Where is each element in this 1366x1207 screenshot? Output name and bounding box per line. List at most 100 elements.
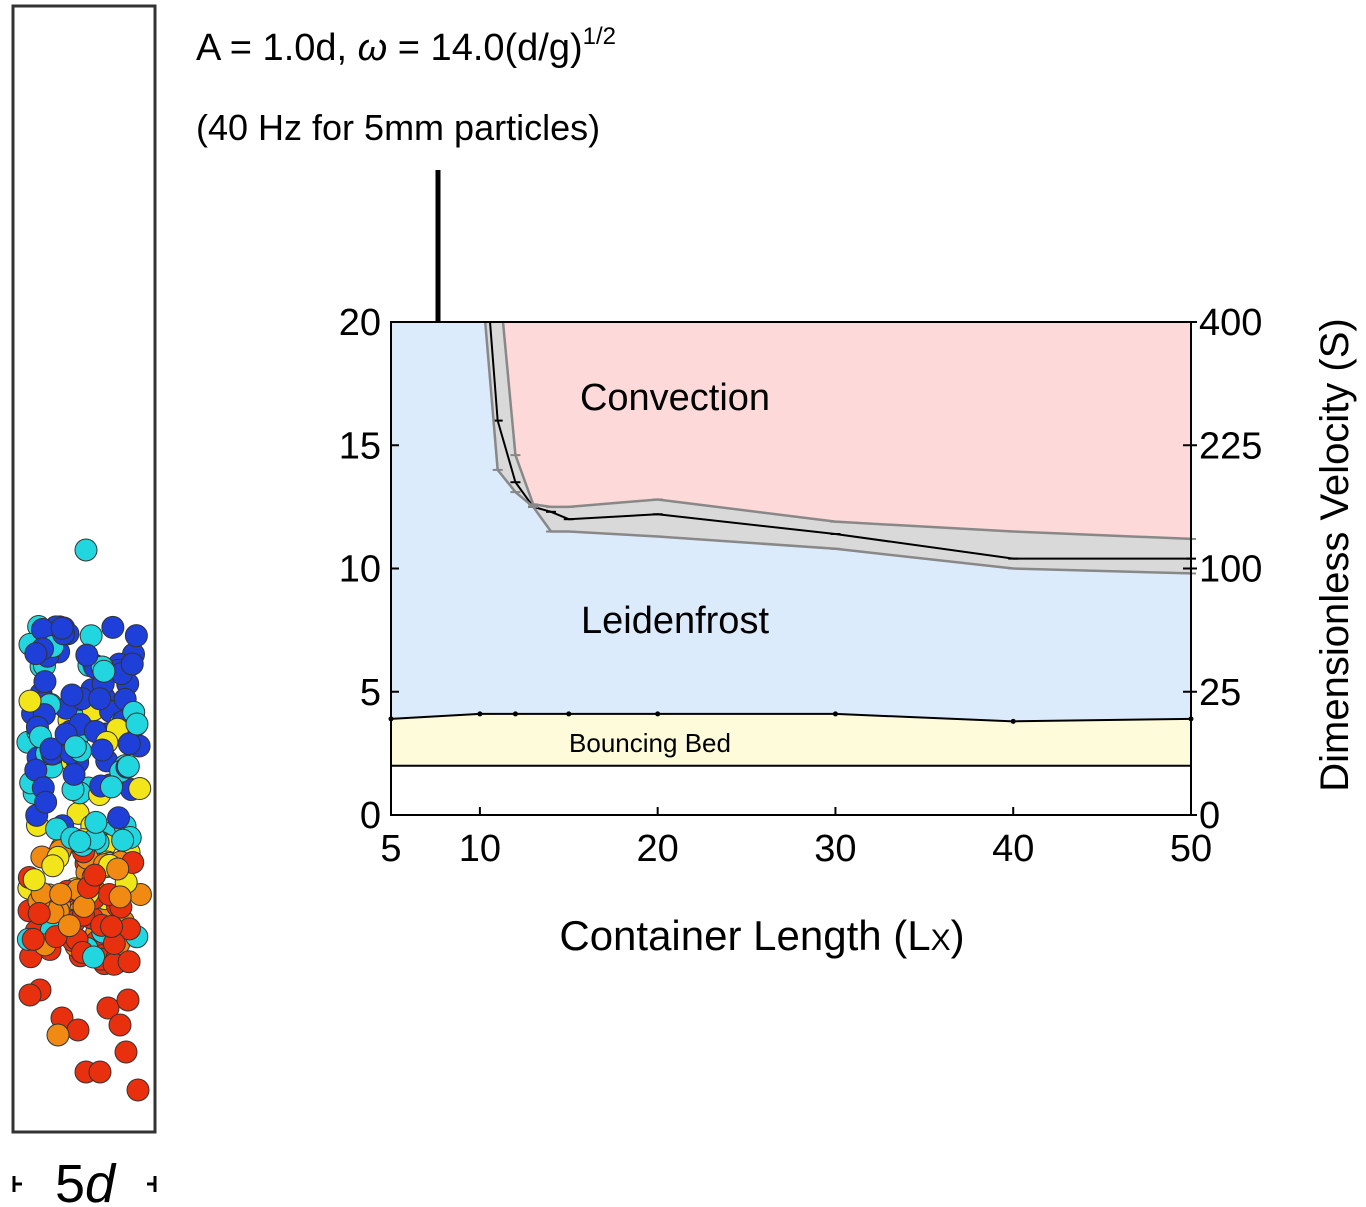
particle <box>21 927 45 951</box>
particle <box>46 1023 70 1047</box>
title-part: ω <box>358 27 388 69</box>
particle <box>22 868 46 892</box>
particle <box>117 950 141 974</box>
point <box>1010 718 1016 724</box>
y-tick-label: 15 <box>339 425 381 467</box>
particle <box>49 882 73 906</box>
particle <box>34 790 58 814</box>
scale-bracket <box>12 1176 157 1192</box>
particle <box>79 624 103 648</box>
boundary-line <box>390 712 1192 723</box>
region-label: Leidenfrost <box>581 600 769 642</box>
particle <box>114 1040 138 1064</box>
y2-tick-label: 25 <box>1199 672 1241 714</box>
point <box>566 711 572 717</box>
particle <box>107 806 131 830</box>
particle <box>116 988 140 1012</box>
particle <box>63 735 87 759</box>
y-tick-label: 20 <box>339 302 381 344</box>
x-tick-label: 30 <box>814 828 856 870</box>
bound-line <box>483 321 1192 575</box>
y2-tick-label: 225 <box>1199 425 1262 467</box>
particle <box>66 1018 90 1042</box>
region-label: Convection <box>580 377 770 419</box>
particle <box>24 642 48 666</box>
particle <box>83 863 107 887</box>
empty-region <box>391 765 1191 815</box>
particle <box>18 983 42 1007</box>
y2-tick-label: 0 <box>1199 795 1220 837</box>
label-part: Container Length (L <box>559 912 930 959</box>
boundary-line <box>489 321 1191 560</box>
chart-title: A = 1.0d, ω = 14.0(d/g)1/2 <box>196 23 616 69</box>
particle <box>57 914 81 938</box>
particle <box>62 762 86 786</box>
x-axis-label: Container Length (LX) <box>559 912 964 959</box>
particle <box>126 1078 150 1102</box>
y2-axis-label: Dimensionless Velocity (S) <box>1313 318 1357 792</box>
particle <box>75 643 99 667</box>
particle <box>128 777 152 801</box>
y-tick-label: 10 <box>339 549 381 591</box>
title-part: 1/2 <box>583 23 616 50</box>
point <box>832 711 838 717</box>
particle <box>33 670 57 694</box>
bouncing-region <box>391 713 1191 766</box>
particle <box>101 615 125 639</box>
convection-region <box>503 322 1191 539</box>
particle <box>68 830 92 854</box>
particle <box>18 689 42 713</box>
title-part: = 14.0(d/g) <box>387 27 582 69</box>
particle <box>88 687 112 711</box>
particle <box>82 945 106 969</box>
particle <box>41 854 65 878</box>
label-part: 5 <box>55 1154 85 1207</box>
x-tick-label: 40 <box>992 828 1034 870</box>
label-part: ) <box>951 912 965 959</box>
x-tick-label: 5 <box>380 828 401 870</box>
transition-region <box>485 322 1191 574</box>
scale-bar: 5d <box>12 1154 157 1207</box>
y2-tick-label: 400 <box>1199 302 1262 344</box>
y2-tick-label: 100 <box>1199 549 1262 591</box>
particle <box>116 754 140 778</box>
particle <box>84 810 108 834</box>
particle <box>74 538 98 562</box>
particle <box>124 624 148 648</box>
particle <box>106 857 130 881</box>
particle <box>27 901 51 925</box>
scale-label: 5d <box>55 1154 117 1207</box>
particle <box>92 659 116 683</box>
particle <box>99 775 123 799</box>
point <box>655 711 661 717</box>
particle <box>100 914 124 938</box>
title-part: A = 1.0d, <box>196 27 358 69</box>
particle <box>39 737 63 761</box>
region-label: Bouncing Bed <box>569 728 731 758</box>
particle <box>96 996 120 1020</box>
label-part: X <box>931 924 951 957</box>
x-tick-label: 20 <box>637 828 679 870</box>
x-tick-label: 50 <box>1170 828 1212 870</box>
particle <box>125 712 149 736</box>
point <box>512 711 518 717</box>
particle <box>120 652 144 676</box>
particle <box>117 732 141 756</box>
label-part: d <box>85 1154 117 1207</box>
particle <box>90 738 114 762</box>
particle <box>108 885 132 909</box>
point <box>477 711 483 717</box>
particle <box>60 683 84 707</box>
subtitle: (40 Hz for 5mm particles) <box>196 107 600 148</box>
particle <box>88 1060 112 1084</box>
x-tick-label: 10 <box>459 828 501 870</box>
particle-column <box>11 4 157 1134</box>
y-tick-label: 5 <box>360 672 381 714</box>
particle <box>111 828 135 852</box>
particle <box>50 616 74 640</box>
y-tick-label: 0 <box>360 795 381 837</box>
particle <box>72 895 96 919</box>
